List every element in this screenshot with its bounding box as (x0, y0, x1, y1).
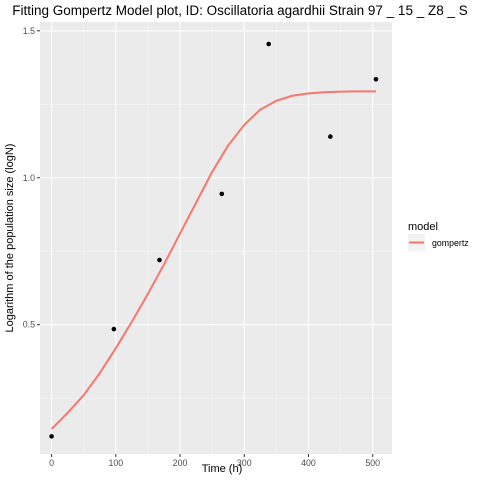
data-point (266, 41, 271, 47)
axis-ticks (37, 30, 374, 457)
observed-points (49, 41, 379, 439)
data-point (49, 434, 54, 439)
x-tick-label: 400 (301, 458, 316, 468)
x-tick-label: 300 (237, 458, 252, 468)
data-point (157, 257, 162, 263)
axis-tick-labels: 0 100 200 300 400 500 0.5 1.0 1.5 (23, 26, 380, 468)
y-tick-label: 1.5 (23, 26, 35, 36)
minor-gridlines (40, 22, 392, 454)
data-point (328, 134, 333, 139)
chart-title: Fitting Gompertz Model plot, ID: Oscilla… (12, 3, 467, 18)
legend-title: model (408, 221, 438, 233)
x-axis-label: Time (h) (202, 463, 243, 475)
plot-panel (40, 22, 392, 454)
series-line-gompertz (50, 90, 376, 430)
legend-entry-gompertz: gompertz (432, 238, 469, 248)
curve-layer (50, 90, 376, 430)
data-point (111, 326, 117, 332)
x-tick-label: 200 (173, 458, 188, 468)
legend: model gompertz (408, 221, 469, 251)
data-point (219, 191, 225, 197)
x-tick-label: 100 (108, 458, 123, 468)
y-tick-label: 0.5 (23, 320, 35, 330)
data-point (373, 77, 379, 82)
y-axis-label: Logarithm of the population size (logN) (4, 144, 16, 333)
x-tick-label: 0 (49, 458, 54, 468)
major-gridlines (40, 22, 392, 454)
x-tick-label: 500 (365, 458, 380, 468)
y-tick-label: 1.0 (23, 173, 35, 183)
